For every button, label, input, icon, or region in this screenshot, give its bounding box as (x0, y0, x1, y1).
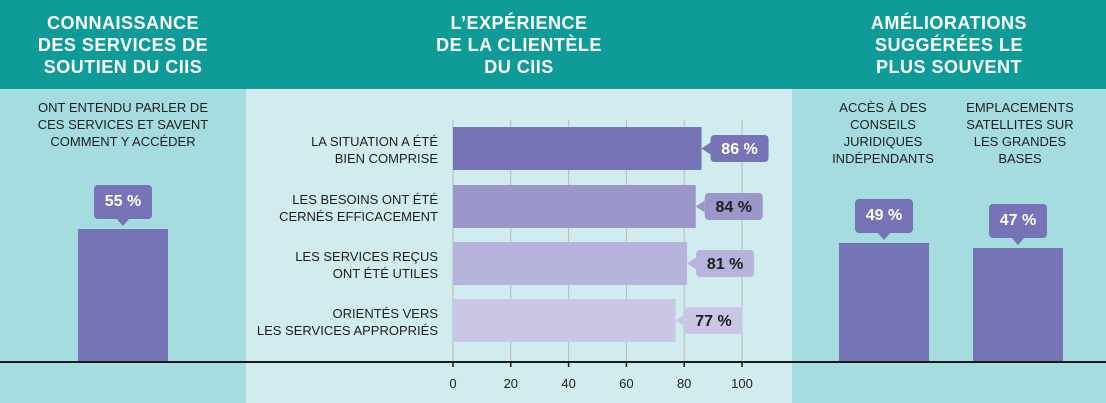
bar (453, 185, 696, 228)
improvements-panel: AMÉLIORATIONS SUGGÉRÉES LE PLUS SOUVENT … (792, 0, 1106, 403)
x-tick-label: 80 (677, 376, 691, 391)
client-experience-header: L’EXPÉRIENCE DE LA CLIENTÈLE DU CIIS (246, 0, 792, 89)
bar (453, 242, 688, 285)
x-tick-label: 60 (619, 376, 633, 391)
value-label-pointer (687, 257, 697, 270)
x-tick-label: 40 (561, 376, 575, 391)
awareness-bar (78, 229, 168, 361)
value-label-box (684, 307, 743, 334)
category-label: LES SERVICES REÇUS ONT ÉTÉ UTILES (295, 249, 438, 281)
improvements-header: AMÉLIORATIONS SUGGÉRÉES LE PLUS SOUVENT (792, 0, 1106, 89)
x-tick-label: 20 (504, 376, 518, 391)
baseline-axis (0, 361, 1106, 363)
value-label-pointer (701, 142, 711, 155)
awareness-header: CONNAISSANCE DES SERVICES DE SOUTIEN DU … (0, 0, 246, 89)
value-label-box (710, 135, 769, 162)
value-label: 77 % (695, 313, 731, 330)
category-label: LES BESOINS ONT ÉTÉ CERNÉS EFFICACEMENT (279, 192, 438, 224)
value-label-box (704, 193, 763, 220)
improvement-label-legal-advice: ACCÈS À DES CONSEILS JURIDIQUES INDÉPEND… (832, 100, 934, 166)
improvement-value-label-legal-advice: 49 % (855, 199, 913, 241)
bar (453, 299, 676, 342)
awareness-subtitle: ONT ENTENDU PARLER DE CES SERVICES ET SA… (37, 100, 209, 149)
value-label: 86 % (721, 141, 757, 158)
awareness-value-label: 55 % (94, 185, 152, 226)
category-label: LA SITUATION A ÉTÉ BIEN COMPRISE (311, 134, 438, 166)
value-label-pointer (675, 314, 685, 327)
value-label-pointer (695, 200, 705, 213)
value-label: 84 % (716, 199, 752, 216)
awareness-panel: CONNAISSANCE DES SERVICES DE SOUTIEN DU … (0, 0, 246, 403)
improvement-label-satellite-locations: EMPLACEMENTS SATELLITES SUR LES GRANDES … (966, 100, 1074, 166)
improvement-value-label-satellite-locations: 47 % (989, 204, 1047, 246)
value-label: 81 % (707, 256, 743, 273)
improvement-bar-legal-advice (839, 243, 929, 361)
bar (453, 127, 702, 170)
x-tick-label: 0 (449, 376, 456, 391)
improvement-bar-satellite-locations (973, 248, 1063, 361)
value-label-box (696, 250, 755, 277)
category-label: ORIENTÉS VERS LES SERVICES APPROPRIÉS (257, 306, 438, 338)
x-tick-label: 100 (731, 376, 753, 391)
